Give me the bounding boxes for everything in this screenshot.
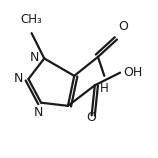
Text: H: H [100,82,109,95]
Text: N: N [13,73,23,85]
Text: O: O [118,20,128,33]
Text: CH₃: CH₃ [21,13,43,26]
Text: N: N [34,106,43,119]
Text: N: N [29,51,39,64]
Text: OH: OH [123,66,143,79]
Text: O: O [87,111,97,124]
